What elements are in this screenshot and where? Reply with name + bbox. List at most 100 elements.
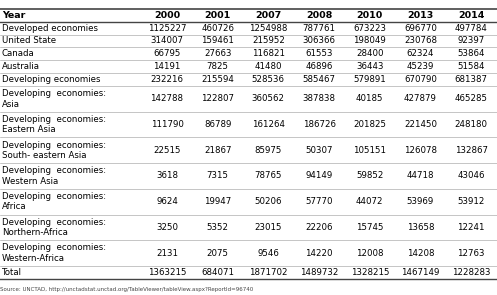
Text: 2000: 2000 (154, 11, 180, 20)
Text: 44072: 44072 (356, 197, 384, 206)
Text: 306366: 306366 (303, 37, 335, 45)
Text: 579891: 579891 (353, 75, 386, 84)
Text: 2075: 2075 (207, 249, 229, 258)
Text: 221450: 221450 (404, 120, 437, 129)
Text: 22206: 22206 (305, 223, 333, 232)
Text: 360562: 360562 (252, 94, 285, 103)
Text: 111790: 111790 (151, 120, 183, 129)
Text: 19947: 19947 (204, 197, 231, 206)
Text: 2131: 2131 (156, 249, 178, 258)
Text: 198049: 198049 (353, 37, 386, 45)
Text: 43046: 43046 (457, 171, 485, 181)
Text: 41480: 41480 (254, 62, 282, 71)
Text: 14208: 14208 (407, 249, 434, 258)
Text: 23015: 23015 (254, 223, 282, 232)
Text: 9546: 9546 (257, 249, 279, 258)
Text: 159461: 159461 (201, 37, 234, 45)
Text: 78765: 78765 (254, 171, 282, 181)
Text: 85975: 85975 (254, 146, 282, 155)
Text: 2014: 2014 (458, 11, 485, 20)
Text: 61553: 61553 (305, 49, 333, 58)
Text: 161264: 161264 (252, 120, 285, 129)
Text: 22515: 22515 (153, 146, 181, 155)
Text: Developing economies: Developing economies (2, 75, 100, 84)
Text: Developing  economies:
Africa: Developing economies: Africa (2, 192, 106, 211)
Text: 7825: 7825 (207, 62, 229, 71)
Text: 3250: 3250 (156, 223, 178, 232)
Text: 116821: 116821 (252, 49, 285, 58)
Text: 28400: 28400 (356, 49, 384, 58)
Text: 460726: 460726 (201, 24, 234, 33)
Text: 51584: 51584 (457, 62, 485, 71)
Text: 53969: 53969 (407, 197, 434, 206)
Text: 21867: 21867 (204, 146, 232, 155)
Text: 57770: 57770 (305, 197, 333, 206)
Text: Developing  economies:
Asia: Developing economies: Asia (2, 89, 106, 109)
Text: 27663: 27663 (204, 49, 232, 58)
Text: 86789: 86789 (204, 120, 232, 129)
Text: 1363215: 1363215 (148, 268, 186, 277)
Text: 53912: 53912 (457, 197, 485, 206)
Text: 696770: 696770 (404, 24, 437, 33)
Text: 427879: 427879 (404, 94, 437, 103)
Text: 2013: 2013 (408, 11, 433, 20)
Text: 2007: 2007 (255, 11, 281, 20)
Text: 215952: 215952 (252, 37, 285, 45)
Text: 684071: 684071 (201, 268, 234, 277)
Text: 13658: 13658 (407, 223, 434, 232)
Text: 59852: 59852 (356, 171, 384, 181)
Text: 12763: 12763 (457, 249, 485, 258)
Text: 314007: 314007 (151, 37, 183, 45)
Text: 15745: 15745 (356, 223, 384, 232)
Text: 94149: 94149 (306, 171, 332, 181)
Text: 681387: 681387 (455, 75, 488, 84)
Text: 132867: 132867 (455, 146, 488, 155)
Text: 215594: 215594 (201, 75, 234, 84)
Text: 1228283: 1228283 (452, 268, 491, 277)
Text: 53864: 53864 (457, 49, 485, 58)
Text: 12241: 12241 (457, 223, 485, 232)
Text: 1125227: 1125227 (148, 24, 186, 33)
Text: 201825: 201825 (353, 120, 386, 129)
Text: 122807: 122807 (201, 94, 234, 103)
Text: 3618: 3618 (156, 171, 178, 181)
Text: 40185: 40185 (356, 94, 384, 103)
Text: 2008: 2008 (306, 11, 332, 20)
Text: 232216: 232216 (151, 75, 183, 84)
Text: 1467149: 1467149 (401, 268, 440, 277)
Text: Developing  economies:
Northern-Africa: Developing economies: Northern-Africa (2, 218, 106, 237)
Text: 50206: 50206 (254, 197, 282, 206)
Text: 142788: 142788 (151, 94, 183, 103)
Text: 50307: 50307 (305, 146, 333, 155)
Text: 1254988: 1254988 (249, 24, 288, 33)
Text: 1871702: 1871702 (249, 268, 288, 277)
Text: Developing  economies:
Western-Africa: Developing economies: Western-Africa (2, 243, 106, 263)
Text: 465285: 465285 (455, 94, 488, 103)
Text: 2001: 2001 (205, 11, 231, 20)
Text: 1489732: 1489732 (300, 268, 338, 277)
Text: Developed economies: Developed economies (2, 24, 98, 33)
Text: 46896: 46896 (305, 62, 333, 71)
Text: 92397: 92397 (458, 37, 485, 45)
Text: 528536: 528536 (252, 75, 285, 84)
Text: 126078: 126078 (404, 146, 437, 155)
Text: 5352: 5352 (207, 223, 229, 232)
Text: 12008: 12008 (356, 249, 384, 258)
Text: 105151: 105151 (353, 146, 386, 155)
Text: Total: Total (2, 268, 22, 277)
Text: 14191: 14191 (153, 62, 181, 71)
Text: 36443: 36443 (356, 62, 384, 71)
Text: 14220: 14220 (305, 249, 333, 258)
Text: 670790: 670790 (404, 75, 437, 84)
Text: Developing  economies:
Western Asia: Developing economies: Western Asia (2, 166, 106, 186)
Text: 673223: 673223 (353, 24, 386, 33)
Text: 2010: 2010 (357, 11, 383, 20)
Text: 230768: 230768 (404, 37, 437, 45)
Text: 9624: 9624 (156, 197, 178, 206)
Text: Developing  economies:
Eastern Asia: Developing economies: Eastern Asia (2, 115, 106, 134)
Text: Year: Year (2, 11, 25, 20)
Text: Developing  economies:
South- eastern Asia: Developing economies: South- eastern Asi… (2, 140, 106, 160)
Text: 7315: 7315 (207, 171, 229, 181)
Text: United State: United State (2, 37, 56, 45)
Text: 62324: 62324 (407, 49, 434, 58)
